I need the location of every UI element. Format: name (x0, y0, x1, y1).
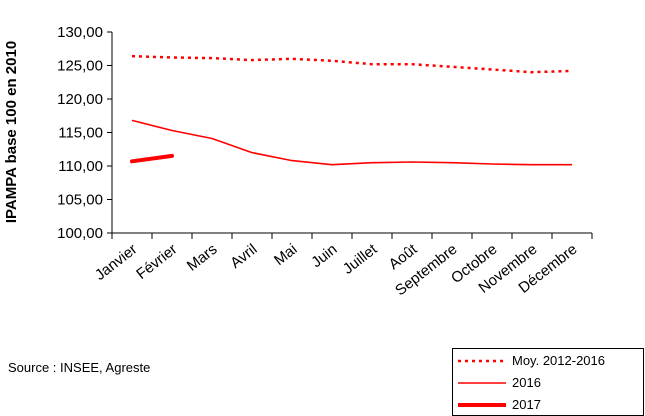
y-tick-label: 105,00 (57, 192, 103, 209)
legend-label: 2017 (512, 397, 541, 412)
legend-item-2016: 2016 (456, 373, 644, 393)
legend-label: Moy. 2012-2016 (512, 353, 605, 368)
x-tick-label: Mars (184, 241, 221, 275)
legend-item-moy: Moy. 2012-2016 (456, 351, 644, 371)
y-tick-label: 120,00 (57, 91, 103, 108)
series-line-1 (131, 119, 572, 166)
legend-swatch-thick (458, 403, 506, 407)
y-tick-label: 115,00 (58, 125, 103, 142)
y-tick-label: 125,00 (57, 58, 103, 75)
y-tick-label: 110,00 (58, 158, 103, 175)
x-tick-label: Mai (271, 241, 301, 269)
legend: Moy. 2012-2016 2016 2017 (452, 348, 644, 416)
legend-label: 2016 (512, 375, 541, 390)
y-axis-ticks: 100,00 105,00 110,00 115,00 120,00 125,00 130,… (57, 24, 112, 242)
series-line-0 (131, 54, 573, 74)
x-tick-label: Avril (227, 241, 260, 272)
x-tick-label: Janvier (92, 241, 141, 284)
series-layer (130, 54, 573, 166)
legend-item-2017: 2017 (456, 395, 644, 415)
y-tick-label: 130,00 (57, 24, 103, 41)
y-axis-title: IPAMPA base 100 en 2010 (3, 41, 20, 223)
x-tick-label: Février (133, 241, 180, 283)
series-line-2 (130, 153, 174, 164)
y-tick-label: 100,00 (57, 225, 103, 242)
source-note: Source : INSEE, Agreste (8, 360, 151, 375)
legend-swatch-thin (458, 382, 506, 384)
x-tick-label: Juillet (340, 240, 381, 278)
legend-swatch-dotted (458, 359, 506, 363)
x-tick-label: Juin (308, 241, 340, 271)
